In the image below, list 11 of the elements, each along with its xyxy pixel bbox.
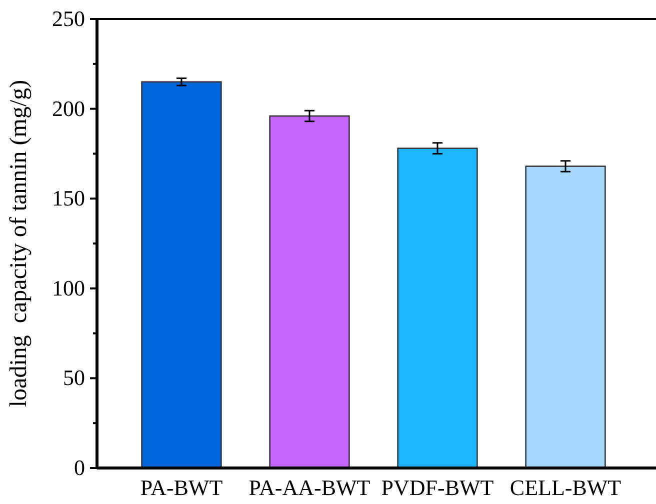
- y-tick-label: 150: [52, 186, 85, 211]
- y-tick-label: 250: [52, 6, 85, 32]
- x-tick-label: PA-BWT: [140, 475, 224, 500]
- y-tick-label: 100: [52, 275, 85, 300]
- x-tick-label: PA-AA-BWT: [248, 475, 371, 500]
- x-tick-label: PVDF-BWT: [381, 475, 494, 500]
- y-tick-label: 0: [74, 455, 85, 480]
- y-tick-label: 200: [52, 96, 85, 121]
- y-tick-label: 50: [63, 365, 85, 390]
- y-axis-title: loading capacity of tannin (mg/g): [6, 80, 32, 408]
- x-tick-label: CELL-BWT: [510, 475, 622, 500]
